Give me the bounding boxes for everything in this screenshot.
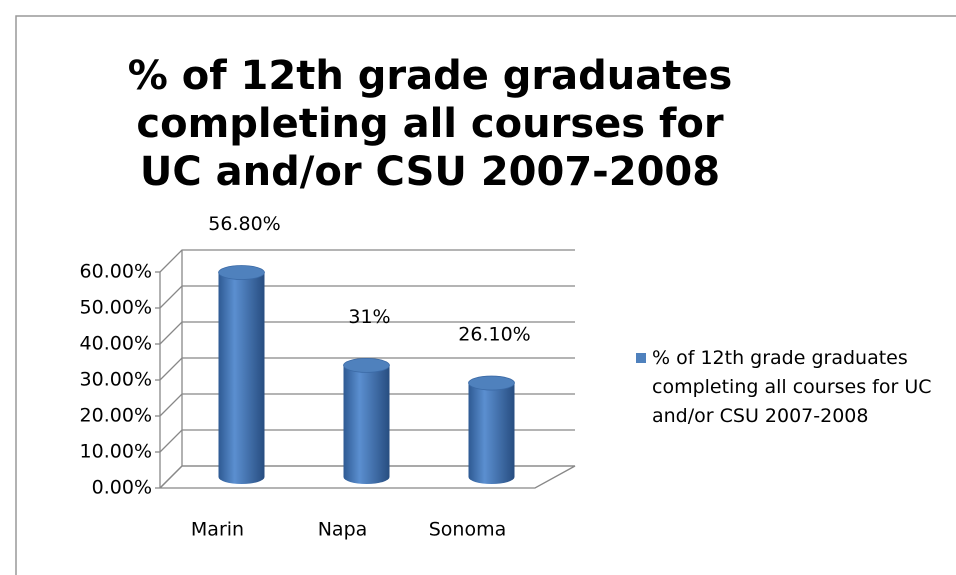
bar-top <box>343 357 390 373</box>
bar <box>468 383 515 485</box>
y-tick-label: 60.00% <box>80 261 152 283</box>
data-label: 31% <box>348 306 390 328</box>
legend-label: % of 12th grade graduates completing all… <box>652 347 932 427</box>
grid-line <box>159 321 575 345</box>
bar-top <box>468 375 515 391</box>
grid-line <box>159 249 575 273</box>
x-tick-label: Marin <box>191 519 244 541</box>
grid-line <box>159 429 575 453</box>
frame <box>15 15 956 575</box>
bar <box>343 365 390 484</box>
grid-line <box>159 357 575 381</box>
legend-key <box>636 353 646 363</box>
legend: % of 12th grade graduates completing all… <box>636 344 956 427</box>
bar <box>218 272 265 485</box>
x-tick-label: Napa <box>318 519 368 541</box>
y-tick-label: 30.00% <box>80 369 152 391</box>
y-tick-label: 20.00% <box>80 405 152 427</box>
x-tick-label: Sonoma <box>429 519 507 541</box>
bar-top <box>218 265 265 280</box>
data-label: 56.80% <box>208 213 280 235</box>
y-tick-label: 40.00% <box>80 333 152 355</box>
grid-line <box>159 465 575 489</box>
y-tick-label: 10.00% <box>80 441 152 463</box>
grid-line <box>159 285 575 309</box>
data-label: 26.10% <box>458 324 530 346</box>
grid-line <box>159 393 575 417</box>
chart-title: % of 12th grade graduates completing all… <box>127 53 733 195</box>
y-tick-label: 50.00% <box>80 297 152 319</box>
y-tick-label: 0.00% <box>92 477 152 499</box>
